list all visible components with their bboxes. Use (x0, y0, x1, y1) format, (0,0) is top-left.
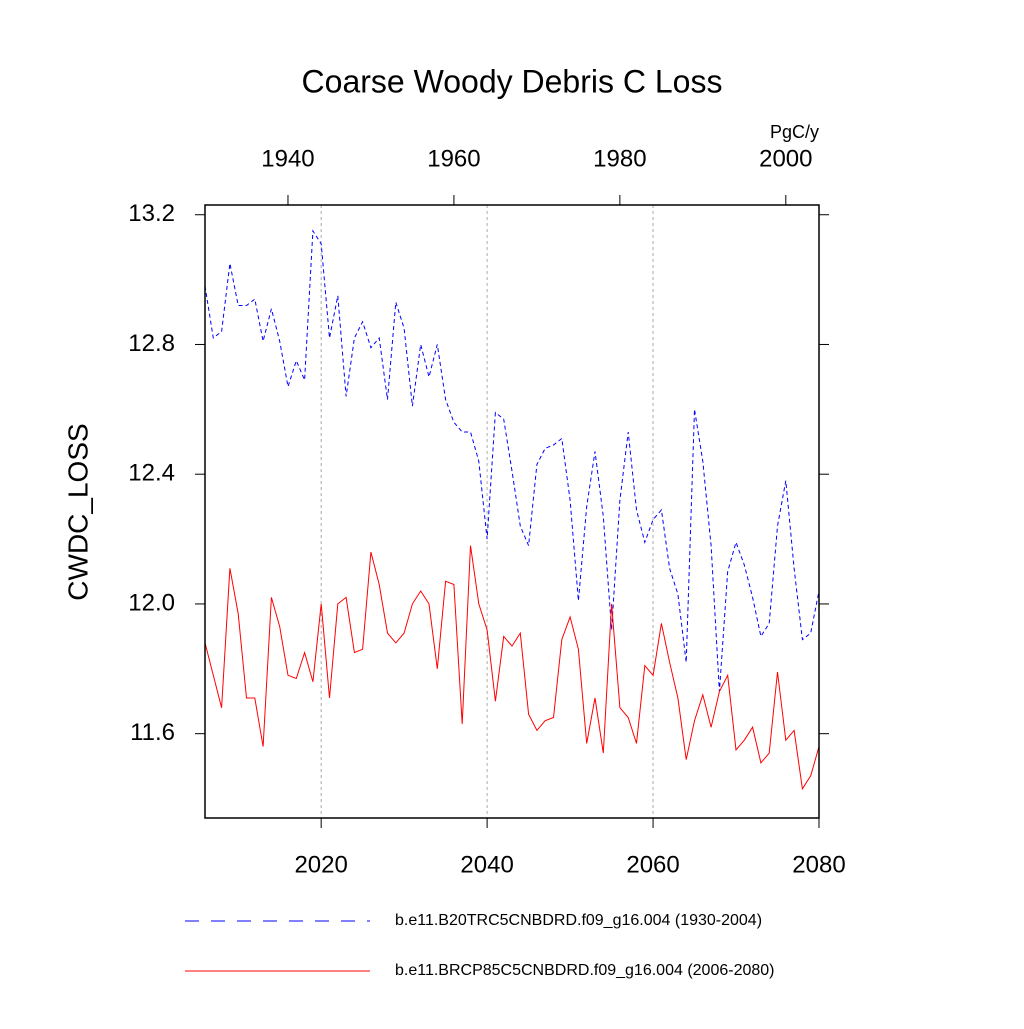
x-tick-label: 2080 (792, 851, 845, 878)
legend-label: b.e11.BRCP85C5CNBDRD.f09_g16.004 (2006-2… (395, 962, 774, 979)
series-line (204, 229, 820, 692)
x2-tick-label: 1960 (427, 145, 480, 172)
x-tick-label: 2020 (294, 851, 347, 878)
x2-tick-label: 2000 (759, 145, 812, 172)
y-tick-label: 12.0 (128, 589, 175, 616)
units-label: PgC/y (770, 122, 819, 142)
chart-title: Coarse Woody Debris C Loss (302, 63, 723, 99)
y-tick-label: 11.6 (130, 719, 175, 746)
y-tick-label: 12.8 (128, 330, 175, 357)
x2-tick-label: 1980 (593, 145, 646, 172)
legend-label: b.e11.B20TRC5CNBDRD.f09_g16.004 (1930-20… (395, 912, 762, 929)
plot-frame (204, 204, 820, 819)
x-tick-label: 2040 (460, 851, 513, 878)
x2-tick-label: 1940 (261, 145, 314, 172)
x-tick-label: 2060 (626, 851, 679, 878)
y-tick-label: 13.2 (128, 200, 175, 227)
y-axis-label: CWDC_LOSS (62, 423, 93, 600)
y-tick-label: 12.4 (128, 460, 175, 487)
series-line (204, 545, 820, 791)
